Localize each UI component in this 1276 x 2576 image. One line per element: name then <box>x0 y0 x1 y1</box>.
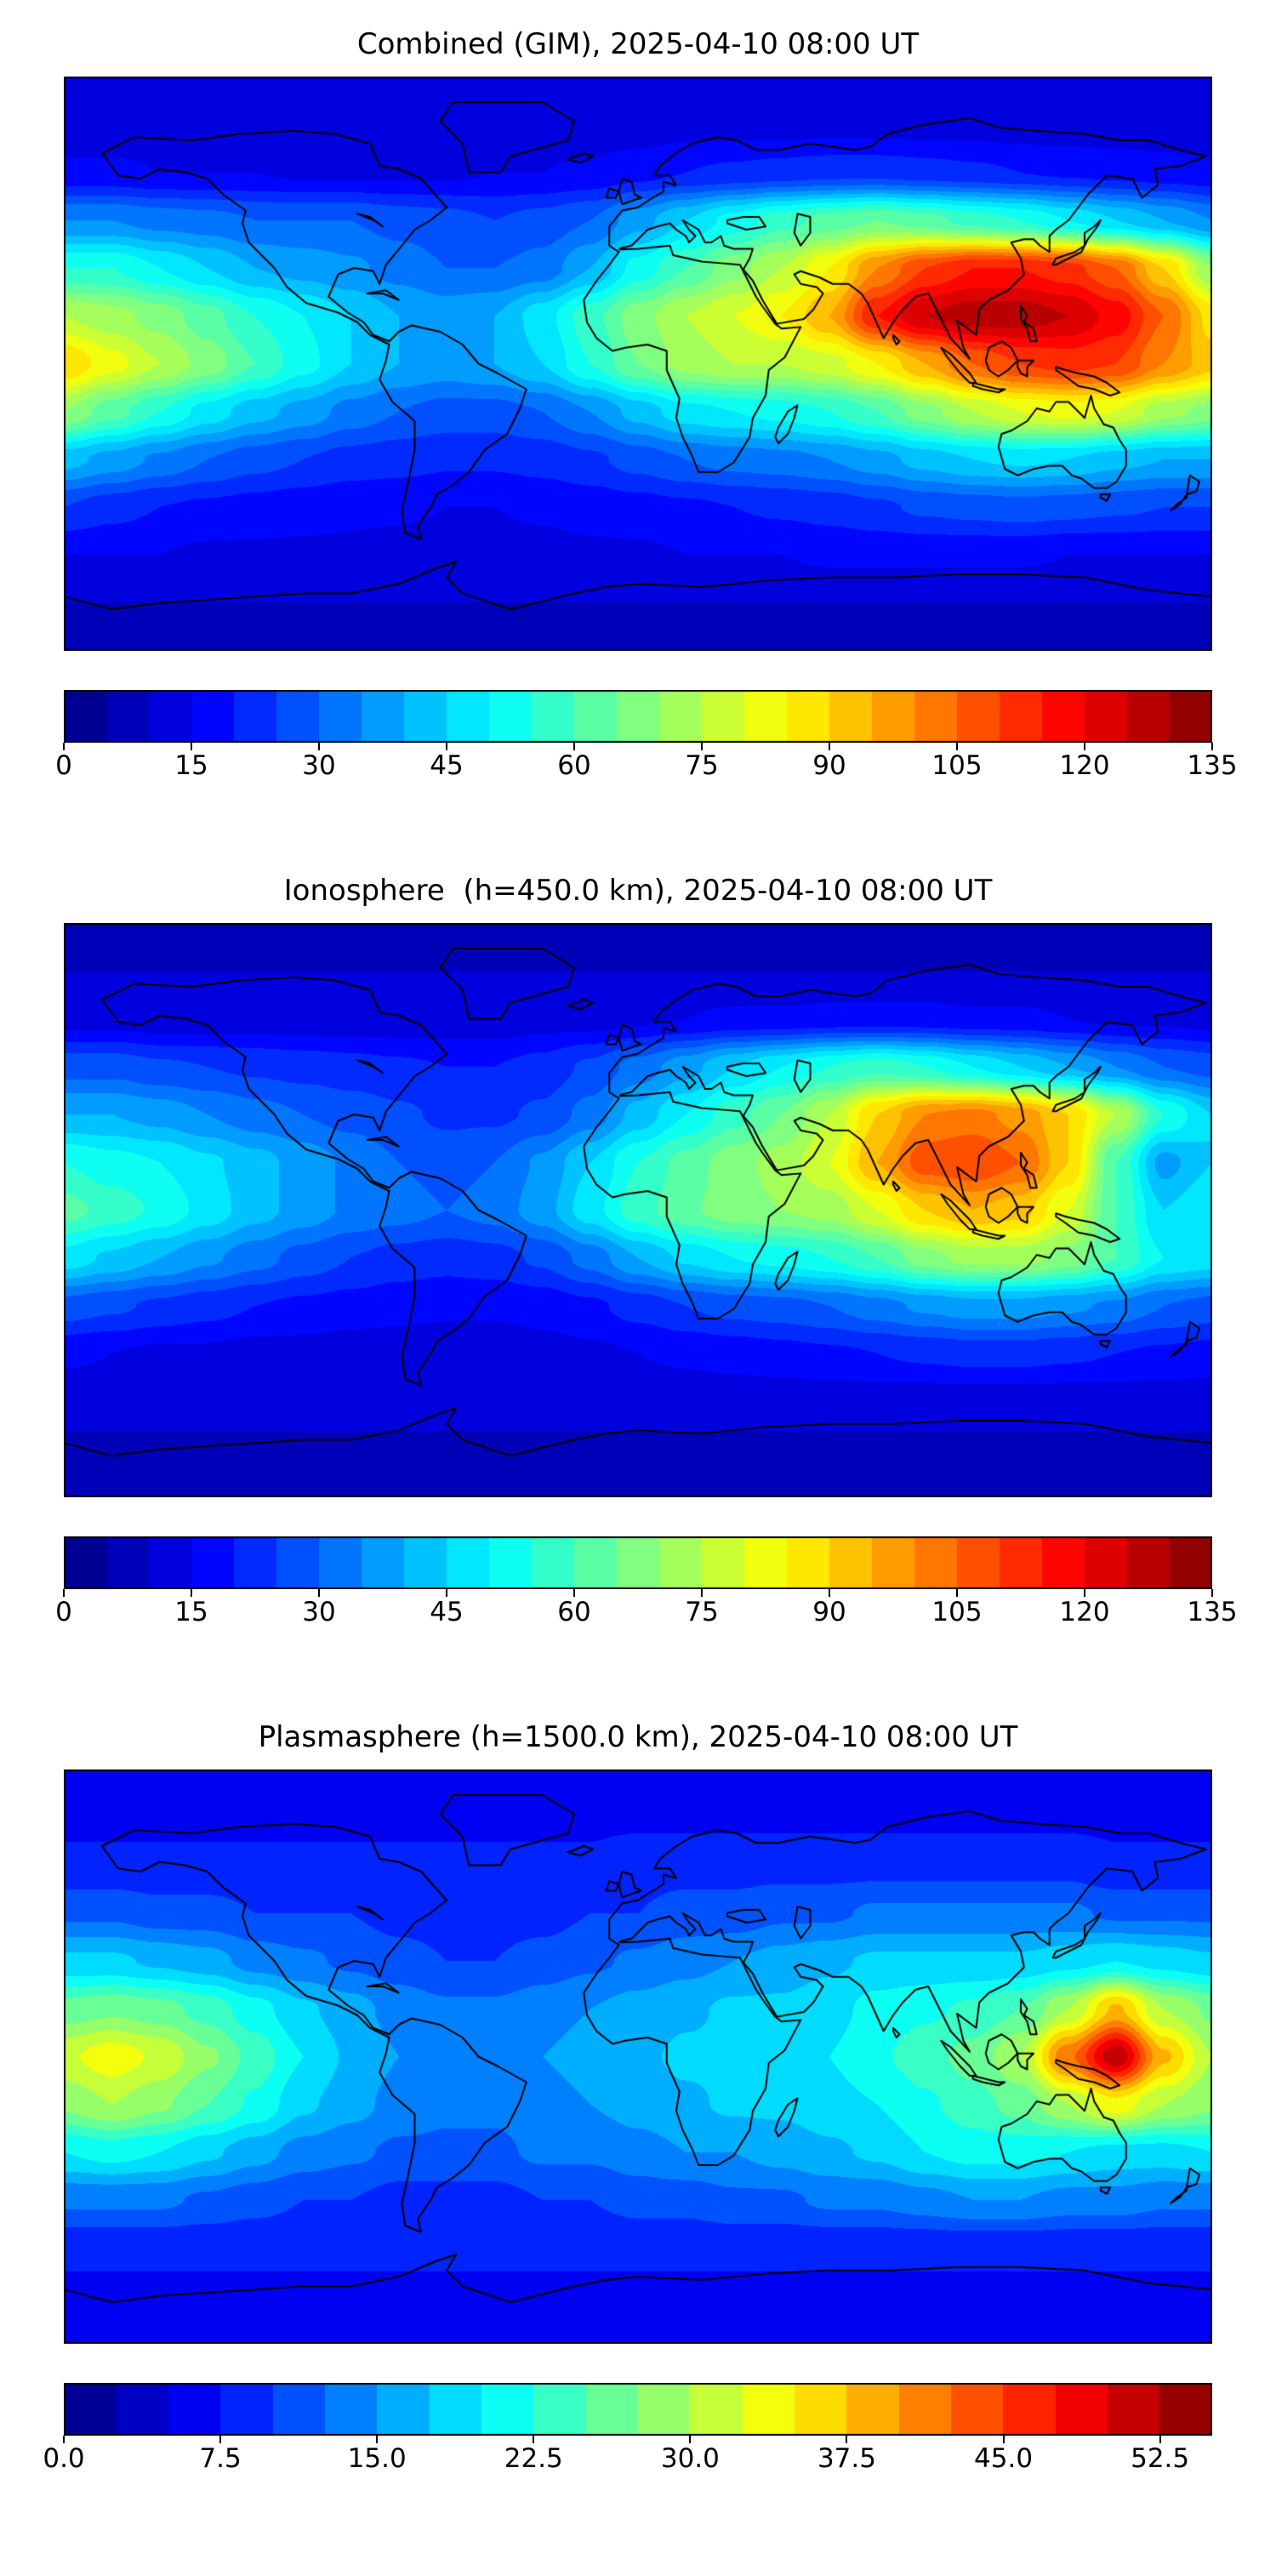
colorbar-tick-label: 22.5 <box>504 2443 563 2474</box>
colorbar-tick <box>1083 743 1085 750</box>
colorbar-tick <box>572 743 575 750</box>
map-area-combined <box>64 77 1212 651</box>
colorbar-tick-label: 37.5 <box>817 2443 876 2474</box>
colorbar-tick <box>63 743 65 750</box>
colorbar-tick-row-combined: 0 15 30 45 60 75 90 105 120 135 <box>55 743 1238 785</box>
tec-map-canvas-ionosphere <box>64 923 1212 1497</box>
colorbar-tick-label: 120 <box>1059 750 1110 781</box>
colorbar-canvas-combined <box>64 690 1212 743</box>
colorbar-tick-label: 60 <box>557 1597 591 1627</box>
colorbar-tick-label: 45.0 <box>974 2443 1034 2474</box>
colorbar-tick-label: 75 <box>685 1597 719 1627</box>
colorbar-tick-label: 0 <box>55 750 72 781</box>
colorbar-tick <box>446 1589 447 1597</box>
colorbar-tick-label: 7.5 <box>199 2443 242 2474</box>
map-area-plasmasphere <box>64 1770 1212 2344</box>
colorbar-tick <box>1159 2436 1161 2443</box>
panel-title-plasmasphere: Plasmasphere (h=1500.0 km), 2025-04-10 0… <box>258 1720 1018 1754</box>
colorbar-tick <box>63 2436 65 2443</box>
colorbar-tick-label: 0.0 <box>43 2443 85 2474</box>
panel-title-ionosphere: Ionosphere (h=450.0 km), 2025-04-10 08:0… <box>283 874 993 908</box>
colorbar-tick <box>1211 743 1213 750</box>
colorbar-tick <box>956 1589 958 1597</box>
colorbar-tick <box>376 2436 379 2443</box>
colorbar-tick-label: 30 <box>302 750 336 781</box>
colorbar-tick-label: 60 <box>557 750 591 781</box>
colorbar-tick <box>829 1589 830 1597</box>
panel-plasmasphere: Plasmasphere (h=1500.0 km), 2025-04-10 0… <box>0 1717 1276 2478</box>
colorbar-tick <box>846 2436 848 2443</box>
colorbar-tick <box>829 743 830 750</box>
colorbar-tick-label: 30 <box>302 1597 336 1627</box>
colorbar-tick-label: 0 <box>55 1597 72 1627</box>
colorbar-tick-label: 90 <box>812 1597 846 1627</box>
colorbar-wrap-ionosphere <box>64 1536 1212 1589</box>
colorbar-tick <box>317 743 320 750</box>
colorbar-wrap-plasmasphere <box>64 2383 1212 2436</box>
colorbar-tick-label: 135 <box>1187 750 1238 781</box>
colorbar-wrap-combined <box>64 690 1212 743</box>
panel-combined: Combined (GIM), 2025-04-10 08:00 UT 0 15 3… <box>0 24 1276 785</box>
colorbar-tick <box>317 1589 320 1597</box>
colorbar-tick <box>219 2436 222 2443</box>
colorbar-tick <box>1002 2436 1005 2443</box>
colorbar-tick-label: 15.0 <box>347 2443 407 2474</box>
colorbar-tick-label: 15 <box>174 750 208 781</box>
colorbar-tick-label: 15 <box>174 1597 208 1627</box>
colorbar-tick-label: 120 <box>1059 1597 1110 1627</box>
colorbar-tick <box>701 1589 703 1597</box>
panel-title-combined: Combined (GIM), 2025-04-10 08:00 UT <box>356 27 920 61</box>
colorbar-tick-label: 105 <box>931 750 983 781</box>
colorbar-tick <box>689 2436 692 2443</box>
colorbar-tick <box>446 743 447 750</box>
colorbar-tick <box>190 743 192 750</box>
colorbar-tick <box>190 1589 192 1597</box>
colorbar-tick <box>572 1589 575 1597</box>
colorbar-tick <box>63 1589 65 1597</box>
colorbar-tick-row-plasmasphere: 0.0 7.5 15.0 22.5 30.0 37.5 45.0 52.5 <box>43 2436 1212 2478</box>
map-area-ionosphere <box>64 923 1212 1497</box>
colorbar-tick <box>956 743 958 750</box>
colorbar-canvas-plasmasphere <box>64 2383 1212 2436</box>
colorbar-tick <box>533 2436 535 2443</box>
colorbar-tick-label: 52.5 <box>1131 2443 1190 2474</box>
colorbar-tick-label: 135 <box>1187 1597 1238 1627</box>
colorbar-tick <box>701 743 703 750</box>
colorbar-canvas-ionosphere <box>64 1536 1212 1589</box>
colorbar-tick-label: 45 <box>430 750 464 781</box>
panel-ionosphere: Ionosphere (h=450.0 km), 2025-04-10 08:0… <box>0 870 1276 1632</box>
colorbar-tick-label: 45 <box>430 1597 464 1627</box>
colorbar-tick-label: 105 <box>931 1597 983 1627</box>
tec-map-canvas-combined <box>64 77 1212 651</box>
colorbar-tick-row-ionosphere: 0 15 30 45 60 75 90 105 120 135 <box>55 1589 1238 1632</box>
colorbar-tick <box>1211 1589 1213 1597</box>
tec-map-canvas-plasmasphere <box>64 1770 1212 2344</box>
colorbar-tick-label: 90 <box>812 750 846 781</box>
colorbar-tick-label: 30.0 <box>660 2443 720 2474</box>
colorbar-tick-label: 75 <box>685 750 719 781</box>
colorbar-tick <box>1083 1589 1085 1597</box>
figure-root: Combined (GIM), 2025-04-10 08:00 UT 0 15 3… <box>0 24 1276 2478</box>
